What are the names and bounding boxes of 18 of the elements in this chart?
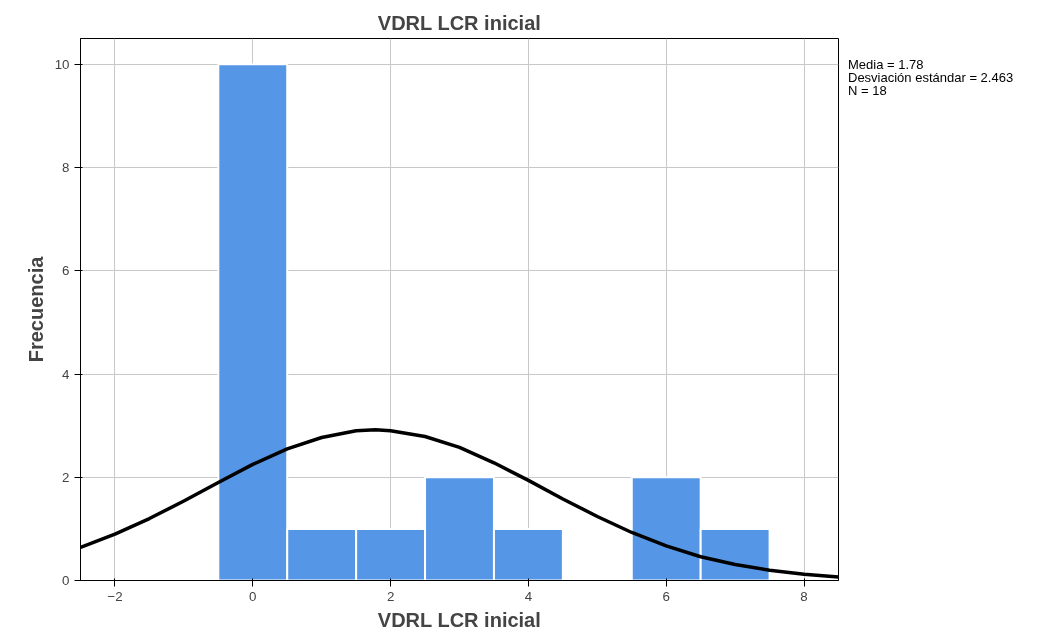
y-tick-label: 6 [62,263,70,279]
text: N = 18 [848,83,887,98]
x-tick-label: 6 [662,588,670,604]
x-tick-label: 8 [800,588,808,604]
x-axis-title: VDRL LCR inicial [377,608,541,631]
y-tick-label: 10 [54,56,70,72]
y-axis-title: Frecuencia [24,255,47,363]
y-tick-label: 0 [62,573,70,588]
x-tick-label: 2 [386,588,395,604]
text: Media = 1.78 [848,57,924,72]
x-tick-label: 4 [524,588,533,604]
y-tick-label: 2 [62,469,70,485]
x-tick-label: −2 [107,588,123,604]
text: Desviación estándar = 2.463 [848,70,1014,85]
chart-title: VDRL LCR inicial [377,11,541,34]
y-tick-label: 8 [62,160,70,176]
y-tick-label: 4 [62,366,71,382]
x-tick-label: 0 [249,588,257,604]
